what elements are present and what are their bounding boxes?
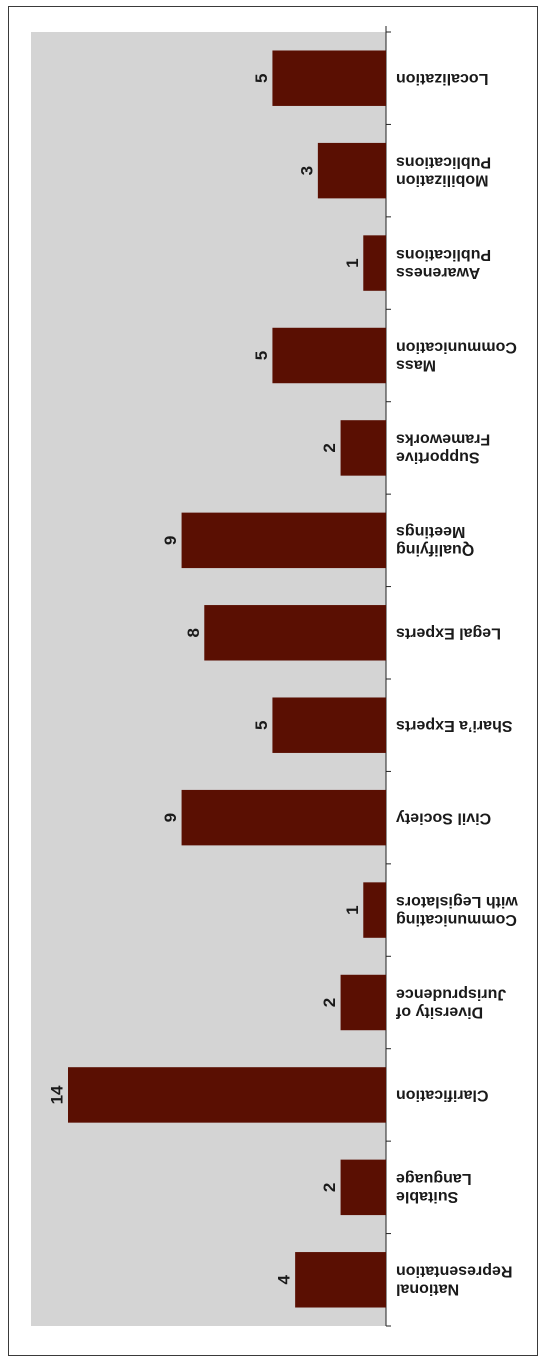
bar: [340, 420, 386, 476]
category-label: Jurisprudence: [396, 985, 506, 1002]
bar: [363, 882, 386, 938]
value-label: 2: [320, 998, 339, 1007]
value-label: 5: [252, 720, 271, 729]
value-label: 2: [320, 443, 339, 452]
value-label: 2: [320, 1183, 339, 1192]
value-label: 9: [161, 813, 180, 822]
category-label: Mass: [396, 356, 436, 373]
category-label: Suitable: [396, 1188, 458, 1205]
bar: [340, 1159, 386, 1216]
category-label: Publications: [396, 246, 491, 263]
value-label: 5: [252, 73, 271, 82]
bar: [317, 142, 386, 199]
category-label: Legal Experts: [396, 625, 501, 642]
category-label: Publications: [396, 153, 491, 170]
category-label: Communicating: [396, 911, 517, 928]
category-label: National: [396, 1281, 459, 1298]
bar: [295, 1252, 386, 1308]
value-label: 5: [252, 351, 271, 360]
category-label: Frameworks: [396, 431, 490, 448]
value-label: 14: [47, 1085, 66, 1104]
value-label: 8: [184, 628, 203, 637]
category-label: Meetings: [396, 523, 465, 540]
category-label: Diversity of: [395, 1003, 483, 1020]
axis-ticks: [386, 31, 391, 1327]
category-label: Awareness: [396, 264, 480, 281]
bar: [181, 789, 386, 846]
category-label: with Legislators: [396, 893, 519, 910]
category-label: Mobilization: [396, 171, 488, 188]
category-label: Qualifying: [396, 541, 474, 558]
bar: [181, 512, 386, 569]
bar: [363, 235, 386, 291]
value-label: 1: [343, 905, 362, 914]
bar: [204, 605, 386, 661]
category-label: Civil Society: [396, 809, 491, 826]
bar: [272, 50, 386, 106]
category-label: Shari’a Experts: [396, 717, 513, 734]
plot-area: [31, 32, 386, 1326]
bar: [272, 697, 386, 753]
value-labels: 4 2 14 2 1 9 5 8 9 2 5 1 3 5: [47, 73, 361, 1284]
value-label: 9: [161, 536, 180, 545]
value-label: 1: [343, 258, 362, 267]
category-label: Representation: [396, 1263, 512, 1280]
bar: [272, 327, 386, 384]
category-label: Language: [396, 1170, 472, 1187]
category-label: Localization: [396, 70, 488, 87]
value-label: 3: [297, 166, 316, 175]
bar: [340, 974, 386, 1031]
category-label: Communication: [396, 338, 517, 355]
category-label: Clarification: [396, 1087, 488, 1104]
category-label: Supportive: [396, 449, 480, 466]
bar: [68, 1067, 386, 1123]
value-label: 4: [275, 1275, 294, 1285]
bars: [68, 50, 386, 1308]
